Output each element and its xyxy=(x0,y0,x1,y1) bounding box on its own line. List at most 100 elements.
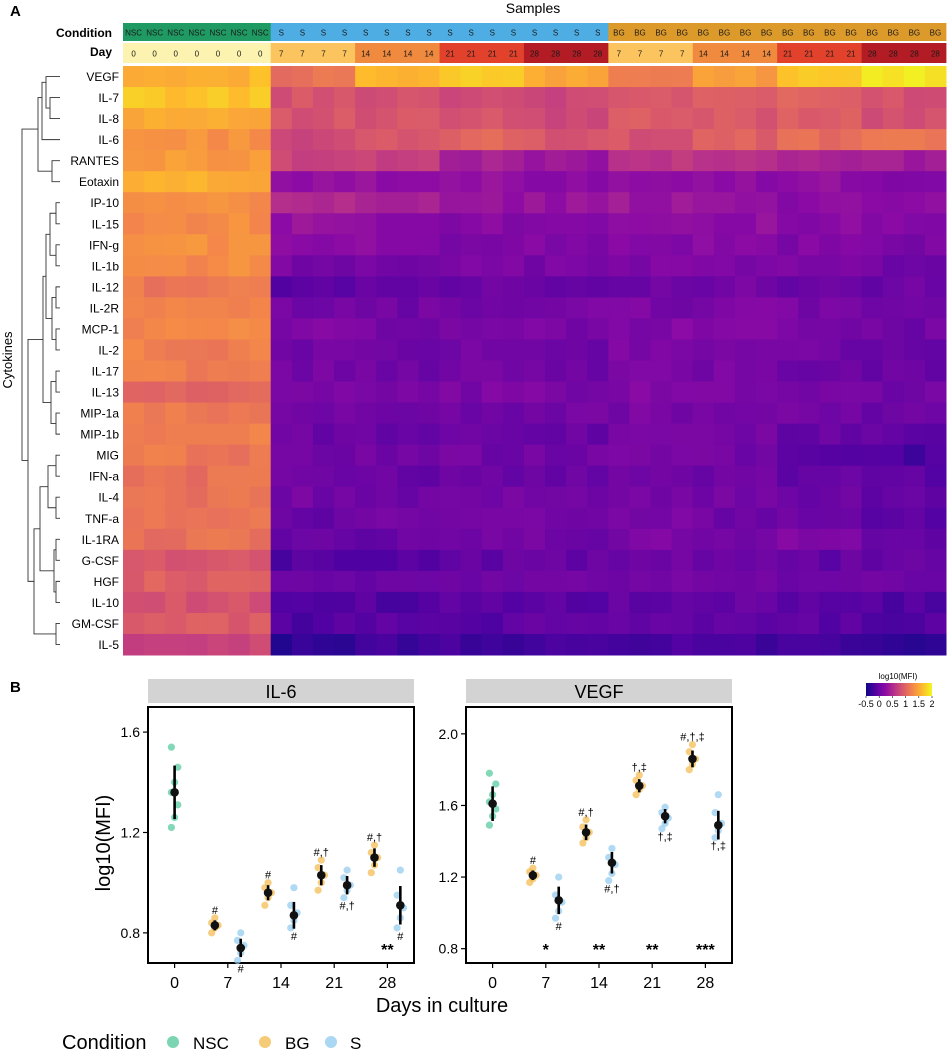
heatmap-cell xyxy=(123,507,145,530)
heatmap-cell xyxy=(207,444,230,467)
heatmap-cell xyxy=(629,192,652,214)
vegf-panel-title: VEGF xyxy=(574,682,623,702)
heatmap-cell xyxy=(903,633,926,656)
heatmap-cell xyxy=(460,129,483,151)
dendrogram-link xyxy=(55,454,60,477)
heatmap-cell xyxy=(312,570,335,593)
heatmap-cell xyxy=(249,591,272,614)
il6-panel-point-s xyxy=(237,929,245,937)
heatmap-cell xyxy=(355,528,377,551)
heatmap-cell xyxy=(671,465,694,488)
heatmap-cell xyxy=(756,528,778,551)
heatmap-cell xyxy=(798,591,820,614)
heatmap-cell xyxy=(734,171,757,193)
vegf-panel-annotation: †,‡ xyxy=(711,841,726,853)
condition-cell xyxy=(376,23,398,41)
heatmap-cell xyxy=(713,171,736,193)
heatmap-cell xyxy=(376,318,398,340)
heatmap-cell xyxy=(418,66,441,88)
heatmap-cell xyxy=(186,465,208,488)
heatmap-cell xyxy=(291,129,314,151)
heatmap-cell xyxy=(228,276,251,298)
day-cell xyxy=(629,43,651,63)
condition-cell-label: BG xyxy=(698,29,710,38)
heatmap-cell xyxy=(228,66,251,88)
condition-cell xyxy=(523,23,546,41)
heatmap-cell xyxy=(756,87,778,109)
heatmap-cell xyxy=(270,612,293,635)
heatmap-cell xyxy=(734,360,757,383)
heatmap-cell xyxy=(840,360,863,383)
heatmap-cell xyxy=(439,108,462,130)
il6-panel-annotation: # xyxy=(238,963,245,975)
heatmap-cell xyxy=(291,486,314,509)
day-cell xyxy=(502,43,525,63)
heatmap-cell xyxy=(291,339,314,361)
heatmap-cell xyxy=(355,402,377,425)
heatmap-cell xyxy=(207,318,230,340)
condition-cell-label: S xyxy=(300,29,305,38)
heatmap-cell xyxy=(608,633,630,656)
heatmap-cell xyxy=(460,633,483,656)
heatmap-cell xyxy=(629,465,652,488)
heatmap-cell xyxy=(334,171,356,193)
heatmap-cell xyxy=(355,381,377,404)
heatmap-cell xyxy=(249,66,272,88)
heatmap-cell xyxy=(545,192,567,214)
heatmap-cell xyxy=(713,507,736,530)
heatmap-cell xyxy=(882,213,905,235)
heatmap-cell xyxy=(903,66,926,88)
heatmap-cell xyxy=(545,213,567,235)
heatmap-cell xyxy=(671,150,694,172)
vegf-panel-mean-bg xyxy=(528,870,538,880)
heatmap-cell xyxy=(840,213,863,235)
heatmap-cell xyxy=(376,507,398,530)
heatmap-cell xyxy=(249,234,272,256)
heatmap-cell xyxy=(291,276,314,298)
heatmap-cell xyxy=(270,276,293,298)
heatmap-cell xyxy=(587,129,609,151)
heatmap-cell xyxy=(777,171,799,193)
heatmap-cell xyxy=(756,339,778,361)
heatmap-cell xyxy=(777,486,799,509)
condition-cell xyxy=(144,23,166,41)
day-cell-label: 7 xyxy=(680,50,685,59)
vegf-panel-mean-nsc xyxy=(488,799,497,808)
day-cell-label: 28 xyxy=(530,50,539,59)
heatmap-cell xyxy=(228,444,251,467)
heatmap-cell xyxy=(671,339,694,361)
condition-cell xyxy=(291,23,314,41)
heatmap-cell xyxy=(777,381,799,404)
heatmap-cell xyxy=(566,213,588,235)
heatmap-cell xyxy=(819,171,841,193)
heatmap-cell xyxy=(903,87,926,109)
heatmap-cell xyxy=(312,234,335,256)
condition-cell-label: BG xyxy=(845,29,857,38)
heatmap-cell xyxy=(460,402,483,425)
heatmap-cell xyxy=(144,402,166,425)
heatmap-cell xyxy=(903,591,926,614)
heatmap-cell xyxy=(819,465,841,488)
heatmap-cell xyxy=(756,465,778,488)
vegf-panel-point-s xyxy=(711,809,719,817)
heatmap-cell xyxy=(924,570,947,593)
heatmap-cell xyxy=(334,612,356,635)
heatmap-cell xyxy=(734,318,757,340)
heatmap-cell xyxy=(882,276,905,298)
dendrogram-link xyxy=(37,97,52,172)
heatmap-cell xyxy=(587,507,609,530)
heatmap-cell xyxy=(819,507,841,530)
heatmap-cell xyxy=(355,360,377,383)
heatmap-cell xyxy=(123,633,145,656)
heatmap-cell xyxy=(123,423,145,446)
heatmap-cell xyxy=(756,66,778,88)
il6-panel-xtick-label: 28 xyxy=(379,975,397,992)
heatmap-cell xyxy=(207,171,230,193)
heatmap-cell xyxy=(692,423,715,446)
il6-panel-title-strip xyxy=(148,679,414,703)
heatmap-cell xyxy=(502,339,525,361)
heatmap-cell xyxy=(270,486,293,509)
heatmap-cell xyxy=(861,507,884,530)
heatmap-cell xyxy=(756,150,778,172)
heatmap-cell xyxy=(650,591,673,614)
